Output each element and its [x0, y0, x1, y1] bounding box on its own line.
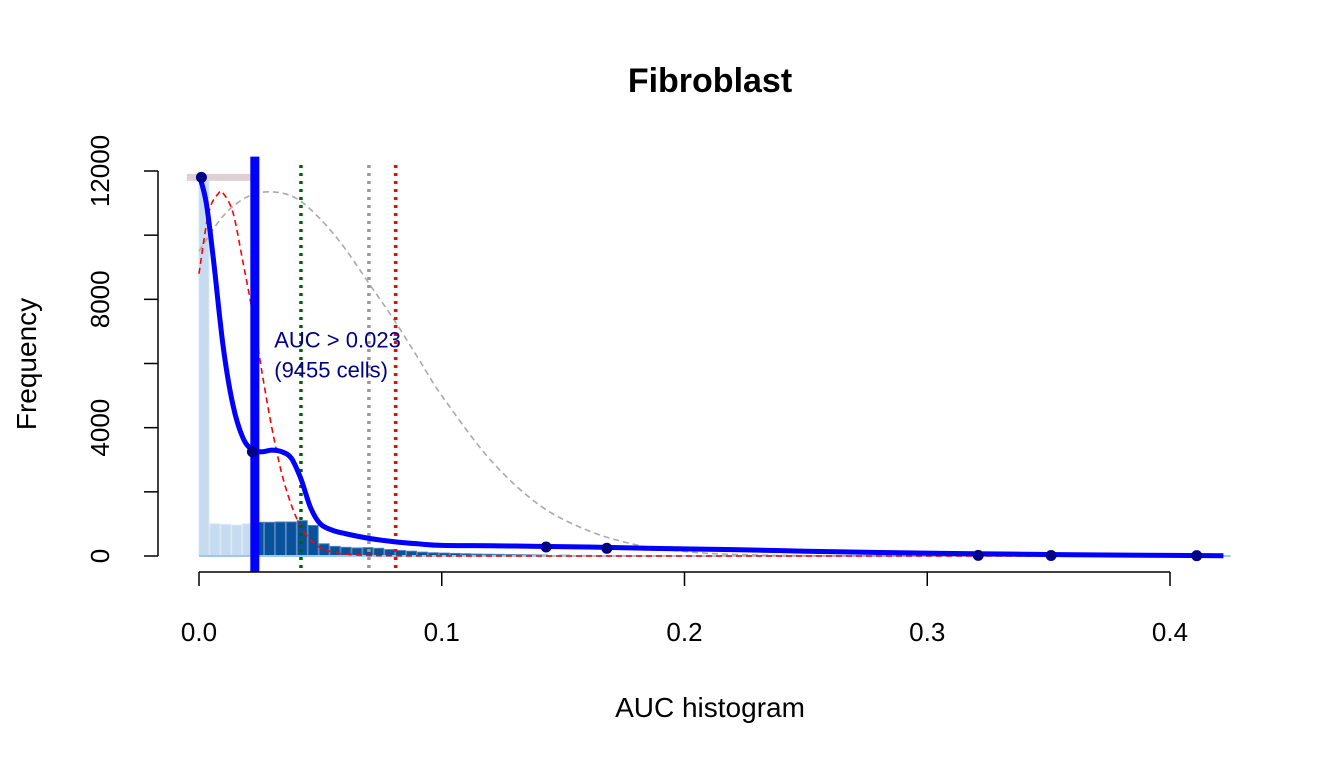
histogram-bar-dark-2 — [274, 521, 286, 557]
x-tick-label-2: 0.2 — [666, 617, 702, 647]
histogram-bar-dark-5 — [307, 525, 319, 557]
density-curve — [196, 173, 1224, 559]
density-point-5 — [1045, 550, 1057, 562]
histogram-bar-dark-3 — [285, 521, 297, 557]
x-tick-label-4: 0.4 — [1152, 617, 1188, 647]
x-tick-label-1: 0.1 — [424, 617, 460, 647]
x-axis: 0.0 0.1 0.2 0.3 0.4 — [181, 571, 1188, 647]
x-tick-label-0: 0.0 — [181, 617, 217, 647]
annotation-auc-threshold: AUC > 0.023 — [274, 328, 401, 353]
histogram-bar-light-0 — [198, 176, 210, 557]
threshold-annotation: AUC > 0.023 (9455 cells) — [274, 328, 401, 383]
histogram-bar-light-2 — [220, 524, 232, 557]
y-axis-label: Frequency — [11, 298, 42, 430]
density-curve-layer — [196, 173, 1224, 559]
density-point-4 — [972, 549, 984, 561]
histogram-bar-light-3 — [231, 524, 243, 557]
y-axis: 0 4000 8000 12000 — [85, 135, 159, 563]
annotation-cell-count: (9455 cells) — [274, 358, 388, 383]
density-points-layer — [195, 171, 1203, 562]
density-point-6 — [1191, 550, 1203, 562]
histogram-bar-light-1 — [209, 523, 221, 557]
x-axis-label: AUC histogram — [615, 692, 805, 723]
y-tick-label-2: 8000 — [85, 270, 115, 328]
histogram-bar-dark-1 — [264, 521, 275, 557]
normal-fit-grey-curve — [198, 191, 1219, 557]
chart-title: Fibroblast — [628, 62, 792, 100]
y-tick-label-3: 12000 — [85, 135, 115, 207]
density-point-1 — [246, 446, 258, 458]
normal-fit-curves — [198, 190, 1219, 557]
threshold-lines — [250, 156, 398, 572]
y-tick-label-0: 0 — [85, 549, 115, 563]
x-tick-label-3: 0.3 — [909, 617, 945, 647]
density-point-2 — [540, 541, 552, 553]
y-tick-label-1: 4000 — [85, 399, 115, 457]
normal-fit-red-curve — [198, 190, 1219, 557]
density-point-0 — [195, 171, 207, 183]
density-point-3 — [601, 542, 613, 554]
